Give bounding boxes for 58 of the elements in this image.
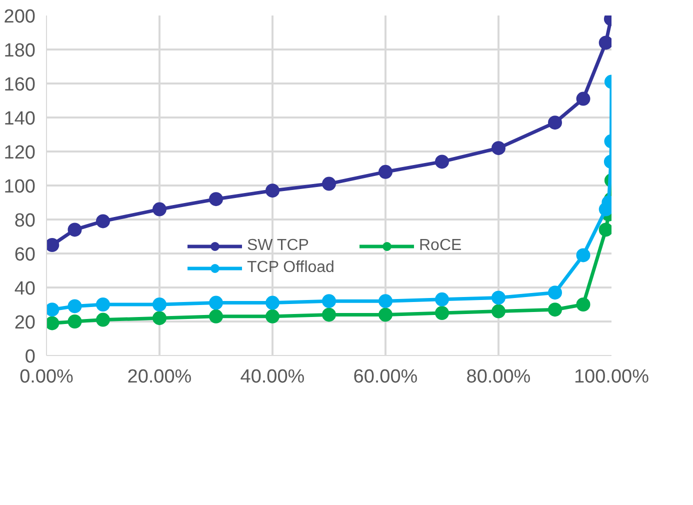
legend-label: RoCE (419, 236, 463, 256)
point (266, 296, 280, 310)
point (96, 214, 110, 228)
y-tick-label: 200 (4, 6, 36, 28)
y-tick-label: 180 (4, 40, 36, 62)
point (576, 92, 590, 106)
y-tick-label: 80 (14, 210, 36, 232)
point (598, 222, 612, 237)
point (435, 306, 449, 320)
point (46, 316, 60, 330)
point (576, 298, 590, 312)
y-tick-label: 60 (14, 244, 36, 266)
point (266, 309, 280, 324)
point (68, 314, 82, 328)
point (576, 248, 590, 262)
point (378, 294, 392, 308)
legend-label: SW TCP (247, 236, 310, 256)
x-tick-label: 60.00% (353, 366, 418, 388)
point (322, 308, 336, 322)
x-tick-label: 40.00% (240, 366, 305, 388)
point (46, 238, 60, 252)
point (492, 304, 506, 318)
legend-label: TCP Offload (247, 258, 336, 278)
point (435, 292, 449, 306)
point (378, 164, 392, 179)
y-tick-label: 0 (24, 346, 36, 368)
point (68, 299, 82, 314)
point (435, 154, 449, 169)
point (152, 298, 166, 312)
y-tick-label: 40 (14, 278, 36, 300)
x-tick-label: 20.00% (127, 366, 192, 388)
point (548, 286, 562, 300)
y-tick-label: 100 (4, 176, 36, 198)
point (548, 116, 562, 130)
y-tick-label: 160 (4, 74, 36, 96)
point (492, 141, 506, 156)
point (378, 308, 392, 322)
point (209, 192, 223, 206)
point (492, 290, 506, 305)
y-tick-label: 140 (4, 108, 36, 130)
x-tick-label: 80.00% (466, 366, 531, 388)
point (209, 296, 223, 310)
point (152, 202, 166, 216)
point (266, 184, 280, 198)
point (96, 298, 110, 312)
point (548, 302, 562, 317)
point (152, 311, 166, 326)
y-tick-label: 20 (14, 312, 36, 334)
x-tick-label: 0.00% (20, 366, 74, 388)
point (46, 302, 60, 317)
y-tick-label: 120 (4, 142, 36, 164)
point (96, 312, 110, 327)
point (598, 36, 612, 50)
point (209, 309, 223, 324)
x-tick-label: 100.00% (574, 366, 650, 388)
point (68, 222, 82, 237)
point (322, 294, 336, 308)
point (322, 176, 336, 191)
